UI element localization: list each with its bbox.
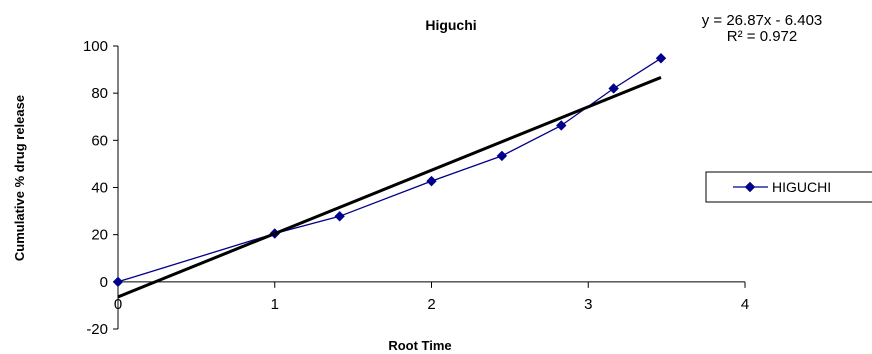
data-point — [608, 83, 619, 94]
x-tick-label: 3 — [584, 296, 592, 313]
y-tick-label: 0 — [100, 274, 108, 291]
y-axis-label: Cumulative % drug release — [12, 95, 27, 261]
series-layer — [112, 53, 667, 288]
x-tick-label: 1 — [271, 296, 279, 313]
trendline — [117, 76, 662, 299]
x-tick-label: 0 — [114, 296, 122, 313]
trendline-r-squared: R² = 0.972 — [727, 28, 797, 45]
data-point — [426, 175, 437, 187]
trendline-equation: y = 26.87x - 6.403 — [702, 12, 823, 29]
trendline-layer — [117, 76, 662, 299]
x-tick-label: 4 — [741, 296, 749, 313]
x-axis-ticks: 0 1 2 3 4 — [114, 281, 749, 313]
y-tick-label: 60 — [91, 132, 108, 149]
legend-label: HIGUCHI — [772, 179, 831, 195]
y-tick-label: 80 — [91, 85, 108, 102]
data-point — [556, 120, 567, 131]
legend-marker — [744, 181, 756, 193]
x-axis-label: Root Time — [388, 338, 451, 353]
data-point — [496, 150, 508, 162]
data-point — [655, 53, 667, 64]
y-tick-label: 20 — [91, 227, 108, 244]
y-axis-ticks: -20 0 20 40 60 80 100 — [83, 38, 118, 338]
data-point — [334, 211, 345, 222]
y-tick-label: -20 — [86, 321, 108, 338]
y-tick-label: 100 — [83, 38, 108, 55]
series-line-higuchi — [117, 57, 662, 283]
chart-title: Higuchi — [425, 17, 476, 33]
x-tick-label: 2 — [427, 296, 435, 313]
legend: HIGUCHI — [705, 171, 872, 203]
y-tick-label: 40 — [91, 180, 108, 197]
data-point — [112, 276, 124, 288]
